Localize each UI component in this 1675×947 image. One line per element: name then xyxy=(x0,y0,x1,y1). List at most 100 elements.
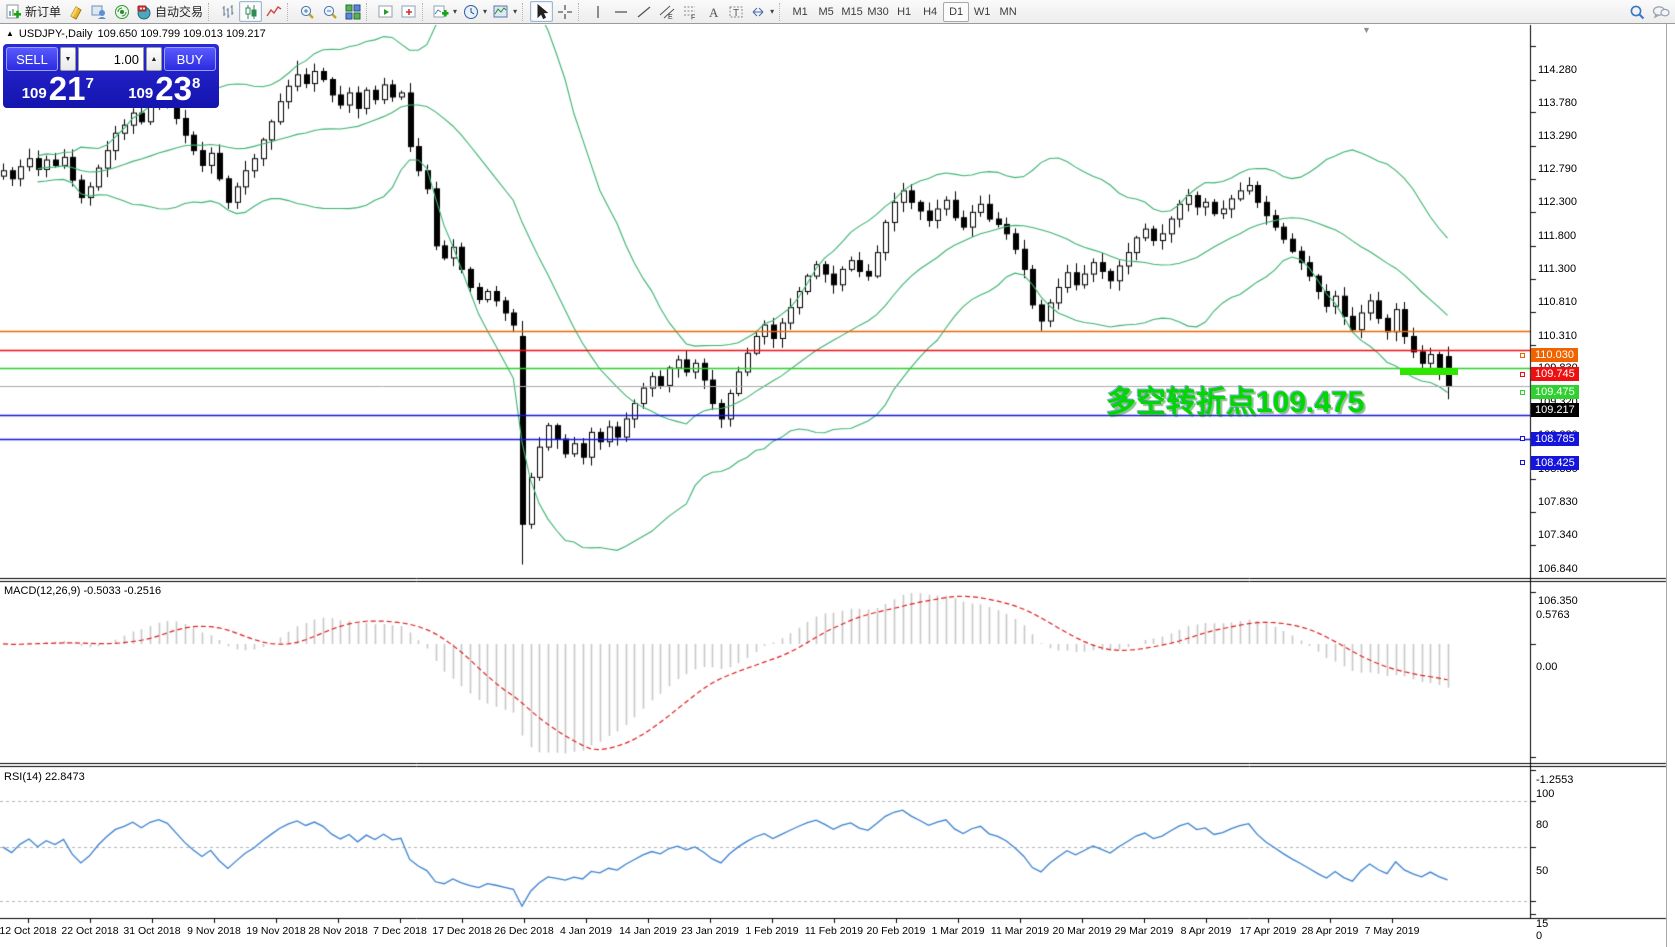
time-axis-label: 12 Oct 2018 xyxy=(0,925,57,937)
buy-button[interactable]: BUY xyxy=(164,47,216,71)
autotrading-button-label: 自动交易 xyxy=(155,5,204,19)
chart-shift-icon xyxy=(401,4,417,20)
price-tick-label: 111.300 xyxy=(1538,263,1577,276)
price-tick-label: 106.350 xyxy=(1538,595,1578,608)
signals-button[interactable] xyxy=(110,1,133,22)
macd-indicator-label: MACD(12,26,9) -0.5033 -0.2516 xyxy=(4,585,162,597)
time-axis-label: 7 Dec 2018 xyxy=(373,925,427,937)
hline-price-tag: 108.785 xyxy=(1531,431,1579,446)
macd-tick-label: -1.2553 xyxy=(1536,774,1574,787)
crosshair-button[interactable] xyxy=(553,1,576,22)
volume-input[interactable] xyxy=(78,47,144,71)
candle-chart-button[interactable] xyxy=(239,1,263,22)
ohlc-values: 109.650 109.799 109.013 109.217 xyxy=(97,28,266,40)
timeframe-h4-button[interactable]: H4 xyxy=(923,5,938,18)
volume-increase-button[interactable]: ▲ xyxy=(146,47,162,71)
price-tick-label: 114.280 xyxy=(1538,63,1577,76)
dropdown-arrow-icon[interactable]: ▾ xyxy=(513,7,518,16)
time-axis-label: 7 May 2019 xyxy=(1364,925,1420,937)
fibonacci-icon: F xyxy=(682,4,698,20)
buy-price[interactable]: 109 23 8 xyxy=(113,72,217,105)
hline-icon xyxy=(613,4,629,20)
horizontal-line-button[interactable] xyxy=(609,1,632,22)
hline-price-tag: 109.475 xyxy=(1531,385,1579,400)
timeframe-m30-button[interactable]: M30 xyxy=(867,5,889,18)
timeframe-m15-button[interactable]: M15 xyxy=(841,5,863,18)
shapes-icon xyxy=(750,4,766,20)
time-axis-label: 23 Jan 2019 xyxy=(681,925,739,937)
zoom-out-button[interactable] xyxy=(318,1,341,22)
tile-windows-button[interactable] xyxy=(341,1,364,22)
chat-button[interactable] xyxy=(1649,1,1673,22)
text-button[interactable]: A xyxy=(701,1,724,22)
sell-button[interactable]: SELL xyxy=(6,47,58,71)
time-axis-label: 11 Feb 2019 xyxy=(804,925,864,937)
main-toolbar: 新订单 自动交易 ▾ ▾ ▾ E F A T ▾ M1 M5 M15 M30 H1 H4 D1 W1 MN xyxy=(0,0,1675,24)
time-axis-label: 28 Nov 2018 xyxy=(308,925,368,937)
shapes-button[interactable]: ▾ xyxy=(747,1,777,22)
channel-button[interactable]: E xyxy=(655,1,678,22)
indicators-button[interactable]: ▾ xyxy=(430,1,460,22)
toolbar-separator xyxy=(422,2,428,21)
line-chart-button[interactable] xyxy=(262,1,285,22)
buy-price-big-figure: 109 xyxy=(128,85,154,102)
dropdown-arrow-icon[interactable]: ▾ xyxy=(453,7,458,16)
one-click-trading-panel: SELL ▼ ▲ BUY 109 21 7 109 23 8 xyxy=(3,44,219,108)
timeframe-m1-button[interactable]: M1 xyxy=(792,5,808,18)
autotrading-button[interactable]: 自动交易 xyxy=(133,1,206,22)
time-axis-label: 28 Apr 2019 xyxy=(1301,925,1359,937)
autoscroll-end-icon[interactable]: ▼ xyxy=(1362,25,1371,35)
label-icon: T xyxy=(728,4,744,20)
new-order-button[interactable]: 新订单 xyxy=(2,1,64,22)
sell-price-pips: 21 xyxy=(48,69,86,107)
fibonacci-button[interactable]: F xyxy=(678,1,701,22)
dropdown-arrow-icon[interactable]: ▾ xyxy=(770,7,775,16)
cursor-button[interactable] xyxy=(530,1,554,22)
price-chart-canvas[interactable] xyxy=(0,24,1675,947)
time-axis-label: 20 Feb 2019 xyxy=(866,925,926,937)
indicators-icon xyxy=(433,4,449,20)
vline-icon xyxy=(590,4,606,20)
dropdown-arrow-icon[interactable]: ▾ xyxy=(483,7,488,16)
price-tick-label: 113.290 xyxy=(1538,129,1577,142)
cursor-icon xyxy=(534,3,550,20)
chat-icon xyxy=(1652,4,1670,20)
line-chart-icon xyxy=(265,4,282,20)
periods-button[interactable]: ▾ xyxy=(460,1,490,22)
highlight-rectangle[interactable] xyxy=(1400,368,1458,375)
zoom-in-button[interactable] xyxy=(295,1,318,22)
auto-scroll-button[interactable] xyxy=(374,1,397,22)
trendline-button[interactable] xyxy=(632,1,655,22)
price-tick-label: 111.800 xyxy=(1538,229,1577,242)
toolbar-separator xyxy=(779,2,785,21)
hline-price-tag: 109.745 xyxy=(1531,367,1579,382)
templates-button[interactable]: ▾ xyxy=(490,1,520,22)
new-order-button-label: 新订单 xyxy=(25,5,62,19)
window-right-border xyxy=(1666,24,1667,947)
hline-price-tag: 108.425 xyxy=(1531,455,1579,470)
market-watch-button[interactable] xyxy=(64,1,87,22)
price-tick-label: 106.840 xyxy=(1538,562,1578,575)
chart-shift-button[interactable] xyxy=(397,1,420,22)
timeframe-h1-button[interactable]: H1 xyxy=(897,5,912,18)
timeframe-mn-button[interactable]: MN xyxy=(999,5,1017,18)
volume-decrease-button[interactable]: ▼ xyxy=(60,47,76,71)
time-axis-label: 4 Jan 2019 xyxy=(560,925,612,937)
timeframe-w1-button[interactable]: W1 xyxy=(973,5,991,18)
time-axis-label: 1 Feb 2019 xyxy=(745,925,799,937)
collapse-panel-icon[interactable]: ▲ xyxy=(6,28,14,38)
channel-icon: E xyxy=(659,4,675,20)
data-window-button[interactable] xyxy=(87,1,110,22)
chart-text-annotation[interactable]: 多空转折点109.475 xyxy=(1106,386,1365,419)
timeframe-d1-button[interactable]: D1 xyxy=(943,1,970,22)
search-button[interactable] xyxy=(1626,1,1649,22)
vertical-line-button[interactable] xyxy=(586,1,609,22)
label-button[interactable]: T xyxy=(724,1,747,22)
time-axis-label: 1 Mar 2019 xyxy=(931,925,985,937)
time-axis-label: 8 Apr 2019 xyxy=(1180,925,1232,937)
bar-chart-button[interactable] xyxy=(216,1,239,22)
time-axis-label: 14 Jan 2019 xyxy=(619,925,677,937)
timeframe-m5-button[interactable]: M5 xyxy=(818,5,834,18)
sell-price[interactable]: 109 21 7 xyxy=(6,69,110,107)
trendline-icon xyxy=(636,4,652,20)
